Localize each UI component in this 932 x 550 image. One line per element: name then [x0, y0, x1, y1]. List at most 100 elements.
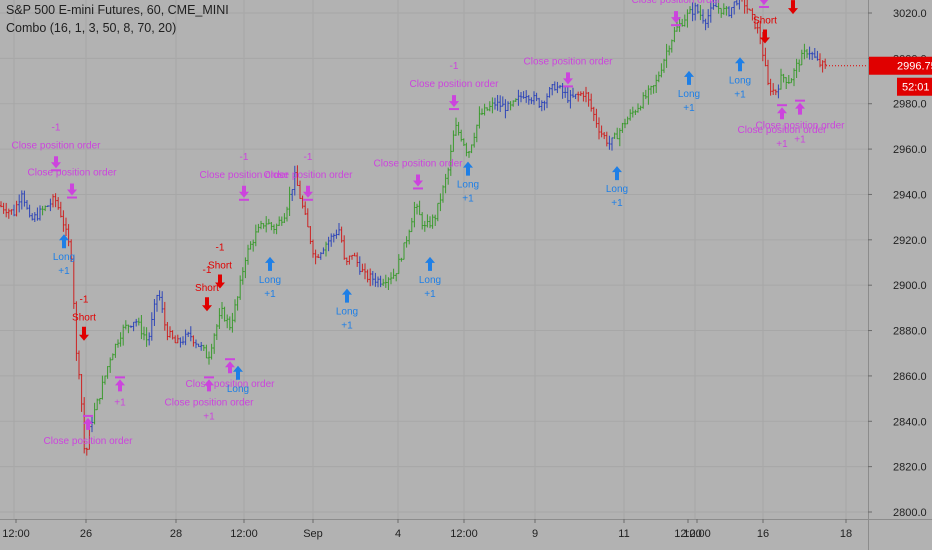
- x-tick-label: 12:00: [450, 528, 478, 540]
- signal-close: -1 Close position order: [410, 61, 500, 111]
- x-tick-label: 11: [618, 528, 629, 540]
- short-arrow-icon: [788, 0, 798, 15]
- signal-label: Close position order: [200, 170, 290, 181]
- signal-short: -1 Short: [208, 243, 232, 289]
- signal-label: +1: [58, 266, 70, 277]
- signal-label: Long: [336, 307, 358, 318]
- short-arrow-icon: [79, 326, 89, 341]
- long-arrow-icon: [735, 57, 745, 72]
- signal-label: -1: [216, 243, 225, 254]
- x-tick-label: 12:00: [2, 528, 30, 540]
- signal-label: +1: [264, 289, 276, 300]
- signal-label: Close position order: [28, 168, 118, 179]
- long-arrow-icon: [265, 256, 275, 271]
- signal-short: -1 Short: [72, 295, 96, 341]
- y-tick-label: 3020.0: [893, 8, 927, 20]
- signal-long: Long +1: [678, 70, 700, 114]
- symbol-title[interactable]: S&P 500 E-mini Futures, 60, CME_MINI: [6, 3, 229, 17]
- signal-label: Short: [195, 283, 219, 294]
- signal-label: Close position order: [165, 397, 255, 408]
- signal-close: Close position order: [374, 158, 464, 190]
- signal-close: Close position order: [759, 0, 769, 8]
- last-price-label: 2996.75: [897, 61, 932, 73]
- signal-label: Long: [678, 89, 700, 100]
- signal-close: Close position order: [44, 414, 133, 447]
- signal-label: +1: [114, 397, 126, 408]
- x-tick-label: 9: [532, 528, 538, 540]
- close-bar: [303, 198, 313, 201]
- long-arrow-icon: [612, 166, 622, 181]
- signal-label: Close position order: [186, 379, 276, 390]
- signal-label: +1: [424, 289, 436, 300]
- signal-label: Close position order: [12, 140, 102, 151]
- y-tick-label: 2820.0: [893, 462, 927, 474]
- signal-label: Close position order: [374, 158, 464, 169]
- signal-short: Short: [753, 16, 777, 44]
- x-tick-label: 18: [840, 528, 852, 540]
- signal-label: Long: [227, 384, 249, 395]
- x-tick-label: 28: [170, 528, 182, 540]
- close-arrow-icon: [67, 183, 77, 196]
- close-bar: [777, 104, 787, 107]
- signal-label: Short: [208, 261, 232, 272]
- signal-label: -1: [450, 61, 459, 72]
- signal-close: Close position order: [524, 56, 613, 88]
- signal-label: Long: [729, 75, 751, 86]
- signal-long: Long: [227, 365, 249, 395]
- signal-long: Long +1: [729, 57, 751, 100]
- signal-label: +1: [794, 135, 806, 146]
- signal-label: Long: [606, 184, 628, 195]
- signal-label: -1: [240, 152, 249, 163]
- signal-long: Long +1: [606, 166, 628, 209]
- close-bar: [67, 196, 77, 199]
- signal-label: +1: [734, 89, 746, 100]
- long-arrow-icon: [684, 70, 694, 85]
- close-bar: [239, 198, 249, 201]
- x-tick-label: 16: [757, 528, 769, 540]
- short-arrow-icon: [202, 297, 212, 312]
- last-price-badge: [869, 56, 932, 75]
- signal-short: -1 Short: [195, 265, 219, 312]
- long-arrow-icon: [59, 234, 69, 249]
- signal-label: Close position order: [410, 79, 500, 90]
- x-tick-label: Sep: [303, 528, 323, 540]
- close-arrow-icon: [225, 361, 235, 374]
- signal-label: Short: [72, 313, 96, 324]
- y-tick-label: 2940.0: [893, 189, 927, 201]
- signal-label: Long: [419, 275, 441, 286]
- y-tick-label: 2880.0: [893, 326, 927, 338]
- close-arrow-icon: [671, 11, 681, 24]
- y-tick-label: 2860.0: [893, 371, 927, 383]
- long-arrow-icon: [425, 256, 435, 271]
- signal-label: +1: [341, 321, 353, 332]
- y-tick-label: 2980.0: [893, 99, 927, 111]
- signal-label: +1: [203, 411, 215, 422]
- close-bar: [83, 414, 93, 417]
- long-arrow-icon: [463, 161, 473, 176]
- close-bar: [51, 169, 61, 172]
- study-title[interactable]: Combo (16, 1, 3, 50, 8, 70, 20): [6, 21, 177, 35]
- close-bar: [759, 6, 769, 8]
- close-bar: [795, 99, 805, 102]
- close-arrow-icon: [449, 95, 459, 108]
- close-arrow-icon: [115, 379, 125, 392]
- signal-label: +1: [462, 194, 474, 205]
- close-arrow-icon: [759, 0, 769, 5]
- signal-label: Long: [259, 275, 281, 286]
- close-arrow-icon: [795, 102, 805, 115]
- signal-label: +1: [611, 198, 623, 209]
- signal-long: Long +1: [457, 161, 479, 205]
- plot-area: [0, 0, 868, 519]
- signal-label: Long: [53, 252, 75, 263]
- signal-label: Long: [457, 180, 479, 191]
- close-arrow-icon: [51, 156, 61, 169]
- close-arrow-icon: [239, 185, 249, 198]
- candles: [0, 0, 827, 456]
- short-arrow-icon: [760, 29, 770, 44]
- y-tick-label: 2800.0: [893, 507, 927, 519]
